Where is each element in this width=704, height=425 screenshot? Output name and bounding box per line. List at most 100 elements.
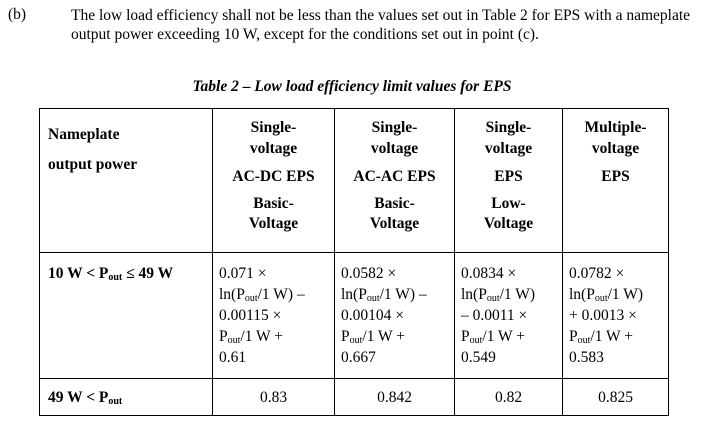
formula-line: 0.0834 × [461,263,560,284]
text-segment: 0.549 [461,349,496,366]
text-segment: 0.00115 × [219,307,282,324]
formula-line: 0.667 [341,347,452,368]
header-line: Multiple- [584,119,647,136]
text-segment: 0.583 [569,349,604,366]
text-segment: ln(P [341,286,367,303]
text-segment: /1 W + [482,328,526,345]
text-segment: ln(P [569,286,595,303]
subscript: out [577,335,591,346]
formula-cell: 0.0834 × ln(Pout/1 W) – 0.0011 × Pout/1 W +… [454,252,563,379]
efficiency-table: Nameplate output power Single-voltage AC-… [39,108,669,416]
formula-line: 0.00115 × [219,305,332,326]
table-row: 49 W < Pout 0.83 0.842 0.82 0.825 [39,378,669,416]
text-segment: 0.071 × [219,265,267,282]
text-segment: /1 W) – [257,286,305,303]
text-segment: 49 W < P [48,389,109,406]
formula-line: Pout/1 W + [219,326,332,347]
header-col-1: Single-voltage AC-DC EPS Basic- Voltage [212,108,335,253]
header-nameplate: Nameplate output power [39,108,213,253]
text-segment: P [569,328,578,345]
formula-line: Pout/1 W + [341,326,452,347]
table-row: 10 W < Pout ≤ 49 W 0.071 × ln(Pout/1 W) –… [39,252,669,379]
text-segment: 0.0582 × [341,265,397,282]
header-col-2: Single-voltage AC-AC EPS Basic- Voltage [334,108,455,253]
header-line: Single- [371,119,418,136]
formula-line: ln(Pout/1 W) [461,284,560,305]
formula-line: 0.00104 × [341,305,452,326]
header-line: voltage [591,139,640,157]
text-segment: /1 W + [240,328,284,345]
subscript: out [244,293,258,304]
text-segment: ln(P [461,286,487,303]
header-voltage: Low- Voltage [455,194,562,235]
subscript: out [469,335,483,346]
value-cell: 0.82 [454,378,563,416]
row-label: 10 W < Pout ≤ 49 W [39,252,213,379]
header-col-3: Single-voltage EPS Low- Voltage [454,108,563,253]
text-segment: /1 W) [499,286,536,303]
text-segment: 0.667 [341,349,376,366]
formula-line: 0.071 × [219,263,332,284]
formula-line: 0.549 [461,347,560,368]
header-line: Single- [250,119,297,136]
formula-line: 0.0782 × [569,263,666,284]
formula-line: 0.583 [569,347,666,368]
header-line: Basic- [374,194,415,212]
subscript: out [227,335,241,346]
formula-cell: 0.0582 × ln(Pout/1 W) –0.00104 × Pout/1 W … [334,252,455,379]
formula-line: – 0.0011 × [461,305,560,326]
header-line: Voltage [369,215,420,232]
subscript: out [108,272,123,283]
formula-cell: 0.0782 × ln(Pout/1 W) + 0.0013 × Pout/1 W +… [562,252,669,379]
clause-label: (b) [8,6,27,23]
clause-text: The low load efficiency shall not be les… [71,7,691,43]
formula-cell: 0.071 × ln(Pout/1 W) –0.00115 × Pout/1 W +… [212,252,335,379]
header-line: voltage [370,139,419,157]
text-segment: 10 W < P [48,265,109,282]
text-segment: P [341,328,350,345]
text-segment: P [219,328,228,345]
text-segment: ≤ 49 W [122,265,174,282]
header-type: AC-DC EPS [232,168,315,185]
formula-line: 0.0582 × [341,263,452,284]
formula-line: Pout/1 W + [461,326,560,347]
subscript: out [366,293,380,304]
formula-line: 0.61 [219,347,332,368]
formula-line: Pout/1 W + [569,326,666,347]
header-row: Nameplate output power Single-voltage AC-… [39,108,669,253]
text-segment: /1 W + [362,328,406,345]
header-type: EPS [494,168,523,185]
value-cell: 0.825 [562,378,669,416]
value-cell: 0.83 [212,378,335,416]
header-line: voltage [484,139,533,157]
formula-line: ln(Pout/1 W) – [341,284,452,305]
header-line: voltage [249,139,298,157]
header-line: Single- [485,119,532,136]
text-segment: /1 W) – [379,286,427,303]
text-segment: 0.0834 × [461,265,517,282]
value-cell: 0.842 [334,378,455,416]
subscript: out [594,293,608,304]
header-line: Basic- [253,194,294,212]
table-caption: Table 2 – Low load efficiency limit valu… [192,78,512,95]
subscript: out [108,396,123,407]
text-segment: ln(P [219,286,245,303]
subscript: out [486,293,500,304]
text-segment: /1 W + [590,328,634,345]
text-segment: P [461,328,470,345]
header-line: Voltage [248,215,299,232]
text-segment: 0.0782 × [569,265,625,282]
text-segment: – 0.0011 × [461,307,528,324]
header-line: Nameplate [48,126,120,143]
header-type: EPS [601,168,630,185]
text-segment: + 0.0013 × [569,307,637,324]
text-segment: /1 W) [607,286,644,303]
text-segment: 0.61 [219,349,247,366]
header-line: output power [48,156,138,173]
header-voltage: Basic- Voltage [213,194,334,235]
header-line: Low- [491,194,526,212]
header-line: Voltage [483,215,534,232]
formula-line: ln(Pout/1 W) [569,284,666,305]
header-voltage: Basic- Voltage [335,194,454,235]
formula-line: + 0.0013 × [569,305,666,326]
